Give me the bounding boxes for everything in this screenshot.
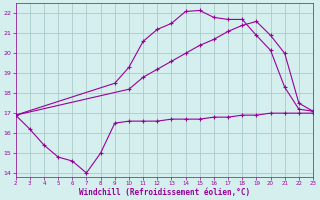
X-axis label: Windchill (Refroidissement éolien,°C): Windchill (Refroidissement éolien,°C) (79, 188, 250, 197)
